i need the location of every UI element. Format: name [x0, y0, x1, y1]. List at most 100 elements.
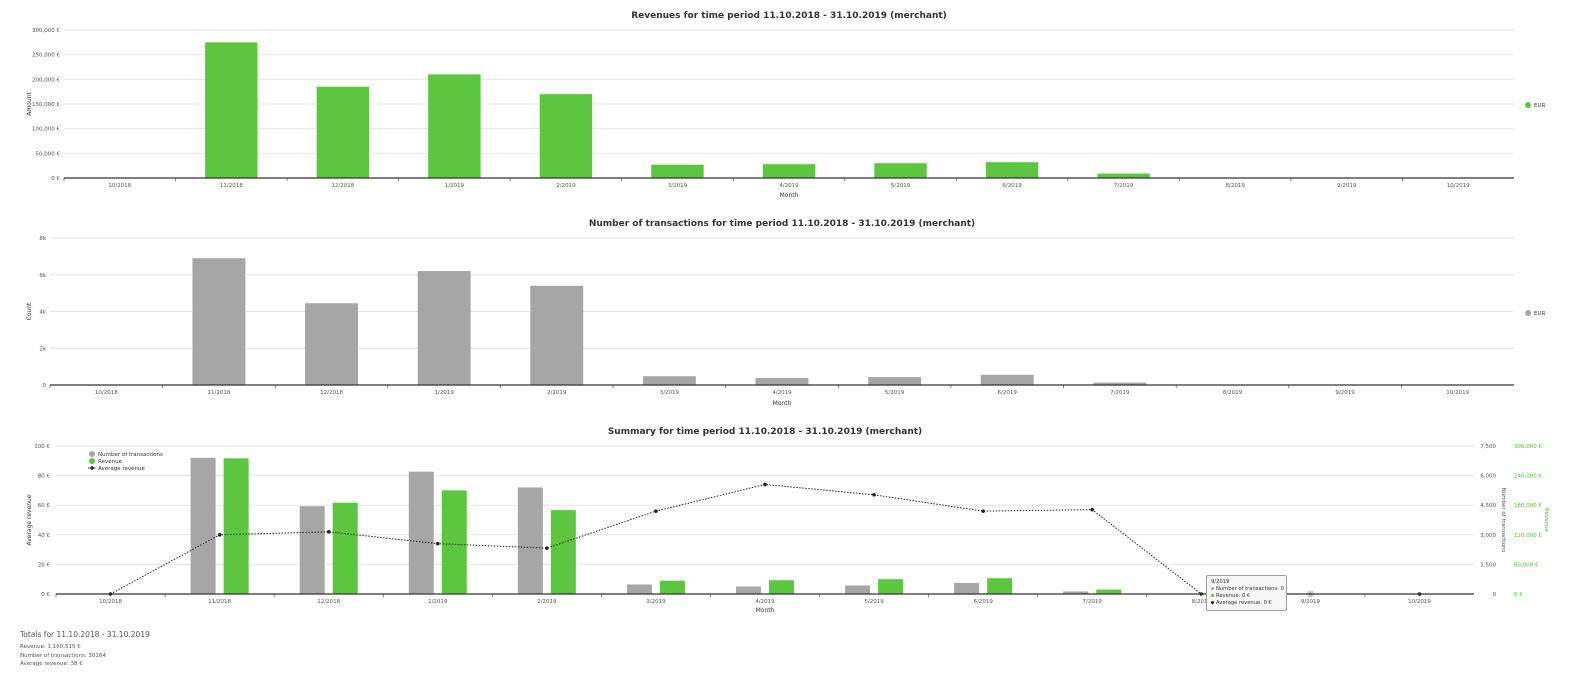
x-tick-label: 9/2019 [1335, 390, 1355, 396]
x-tick-label: 2/2019 [547, 390, 567, 396]
bar-3/2019 [642, 376, 696, 385]
count-bar-3/2019 [626, 584, 652, 594]
y3-tick-label: 180,000 € [1514, 503, 1542, 509]
x-tick-label: 7/2019 [1114, 183, 1134, 189]
average-point-3/2019 [654, 509, 658, 513]
x-tick-label: 10/2018 [99, 599, 122, 605]
revenue-bar-7/2019 [1096, 589, 1122, 594]
y2-tick-label: 4,500 [1480, 503, 1496, 509]
bar-5/2019 [874, 163, 927, 178]
average-point-6/2019 [981, 509, 985, 513]
x-tick-label: 7/2019 [1110, 390, 1130, 396]
tooltip-transactions: Number of transactions: 0 [1216, 586, 1284, 592]
legend-average-dot-icon [90, 466, 94, 470]
legend-label: EUR [1534, 311, 1546, 317]
revenue-bar-11/2018 [223, 458, 249, 594]
y-tick-label: 2k [39, 346, 46, 352]
y3-tick-label: 0 € [1514, 592, 1523, 598]
legend-revenue-icon [89, 458, 95, 464]
y3-axis-label: Revenue [1543, 508, 1549, 533]
average-point-11/2018 [217, 533, 222, 537]
x-tick-label: 8/2019 [1223, 390, 1243, 396]
y-axis-label: Amount [26, 92, 33, 116]
x-tick-label: 8/2019 [1192, 599, 1212, 605]
x-tick-label: 10/2018 [95, 390, 118, 396]
count-bar-1/2019 [408, 471, 434, 594]
y-tick-label: 100 € [34, 444, 50, 450]
x-tick-label: 9/2019 [1337, 183, 1357, 189]
chart-title: Summary for time period 11.10.2018 - 31.… [608, 427, 922, 437]
y-axis-label: Average revenue [26, 494, 33, 545]
y2-tick-label: 3,000 [1480, 533, 1496, 539]
bar-7/2019 [1097, 173, 1150, 178]
x-tick-label: 6/2019 [1002, 183, 1022, 189]
chart-title: Number of transactions for time period 1… [589, 219, 975, 229]
average-dot-icon [1211, 601, 1214, 604]
bar-2/2019 [539, 94, 593, 178]
count-bar-2/2019 [517, 487, 543, 594]
x-tick-label: 6/2019 [973, 599, 993, 605]
y-tick-label: 20 € [38, 562, 51, 568]
y-tick-label: 4k [39, 310, 46, 316]
chart-title: Revenues for time period 11.10.2018 - 31… [631, 11, 947, 21]
x-tick-label: 4/2019 [755, 599, 775, 605]
average-point-12/2018 [326, 530, 331, 534]
legend-revenue-label: Revenue [98, 459, 123, 465]
x-tick-label: 10/2019 [1447, 183, 1470, 189]
revenue-bar-1/2019 [441, 490, 467, 594]
y-tick-label: 150,000 € [32, 102, 60, 108]
y3-tick-label: 240,000 € [1514, 474, 1542, 480]
y-tick-label: 250,000 € [32, 53, 60, 59]
x-tick-label: 6/2019 [998, 390, 1018, 396]
revenue-bar-6/2019 [987, 578, 1013, 594]
x-axis-label: Month [780, 192, 799, 199]
bar-6/2019 [980, 374, 1034, 385]
y-axis-label: Count [26, 302, 33, 320]
x-tick-label: 1/2019 [428, 599, 448, 605]
x-axis-label: Month [756, 607, 775, 614]
average-point-7/2019 [1090, 507, 1095, 512]
y-tick-label: 200,000 € [32, 77, 60, 83]
legend-transactions-label: Number of transactions [98, 452, 163, 458]
y2-tick-label: 7,500 [1480, 444, 1496, 450]
x-tick-label: 9/2019 [1301, 599, 1321, 605]
bar-6/2019 [985, 162, 1039, 178]
count-bar-12/2018 [299, 506, 325, 594]
x-tick-label: 4/2019 [772, 390, 792, 396]
average-point-5/2019 [872, 493, 876, 497]
x-tick-label: 5/2019 [885, 390, 905, 396]
count-bar-6/2019 [954, 582, 980, 594]
y-tick-label: 60 € [38, 503, 51, 509]
bar-3/2019 [651, 164, 704, 178]
x-tick-label: 11/2018 [208, 599, 231, 605]
revenue-bar-4/2019 [769, 580, 794, 594]
count-bar-11/2018 [190, 457, 216, 594]
totals-title: Totals for 11.10.2018 - 31.10.2019 [20, 630, 150, 639]
x-tick-label: 5/2019 [891, 183, 911, 189]
totals-panel: Totals for 11.10.2018 - 31.10.2019 Reven… [20, 630, 150, 669]
x-tick-label: 12/2018 [320, 390, 343, 396]
y-tick-label: 8k [39, 236, 46, 242]
revenue-bar-3/2019 [659, 580, 685, 594]
x-tick-label: 12/2018 [317, 599, 340, 605]
x-tick-label: 8/2019 [1225, 183, 1245, 189]
legend-dot-icon [1525, 310, 1531, 316]
y2-axis-label: Number of transactions [1500, 488, 1506, 553]
totals-transactions: Number of transactions: 30164 [20, 652, 106, 659]
bar-7/2019 [1093, 382, 1147, 385]
totals-revenue: Revenue: 1,160,515 € [20, 644, 81, 650]
y-tick-label: 300,000 € [32, 28, 60, 34]
x-tick-label: 11/2018 [220, 183, 243, 189]
bar-1/2019 [417, 271, 471, 385]
x-tick-label: 1/2019 [445, 183, 465, 189]
x-tick-label: 10/2018 [108, 183, 131, 189]
bar-11/2018 [205, 42, 258, 179]
tooltip-revenue: Revenue: 0 € [1216, 593, 1251, 599]
legend-dot-icon [1525, 102, 1531, 108]
tooltip-average: Average revenue: 0 € [1216, 600, 1272, 606]
y3-tick-label: 300,000 € [1514, 444, 1542, 450]
y3-tick-label: 60,000 € [1514, 562, 1539, 568]
x-tick-label: 2/2019 [537, 599, 557, 605]
x-tick-label: 3/2019 [646, 599, 666, 605]
revenue-dot-icon [1211, 594, 1214, 597]
